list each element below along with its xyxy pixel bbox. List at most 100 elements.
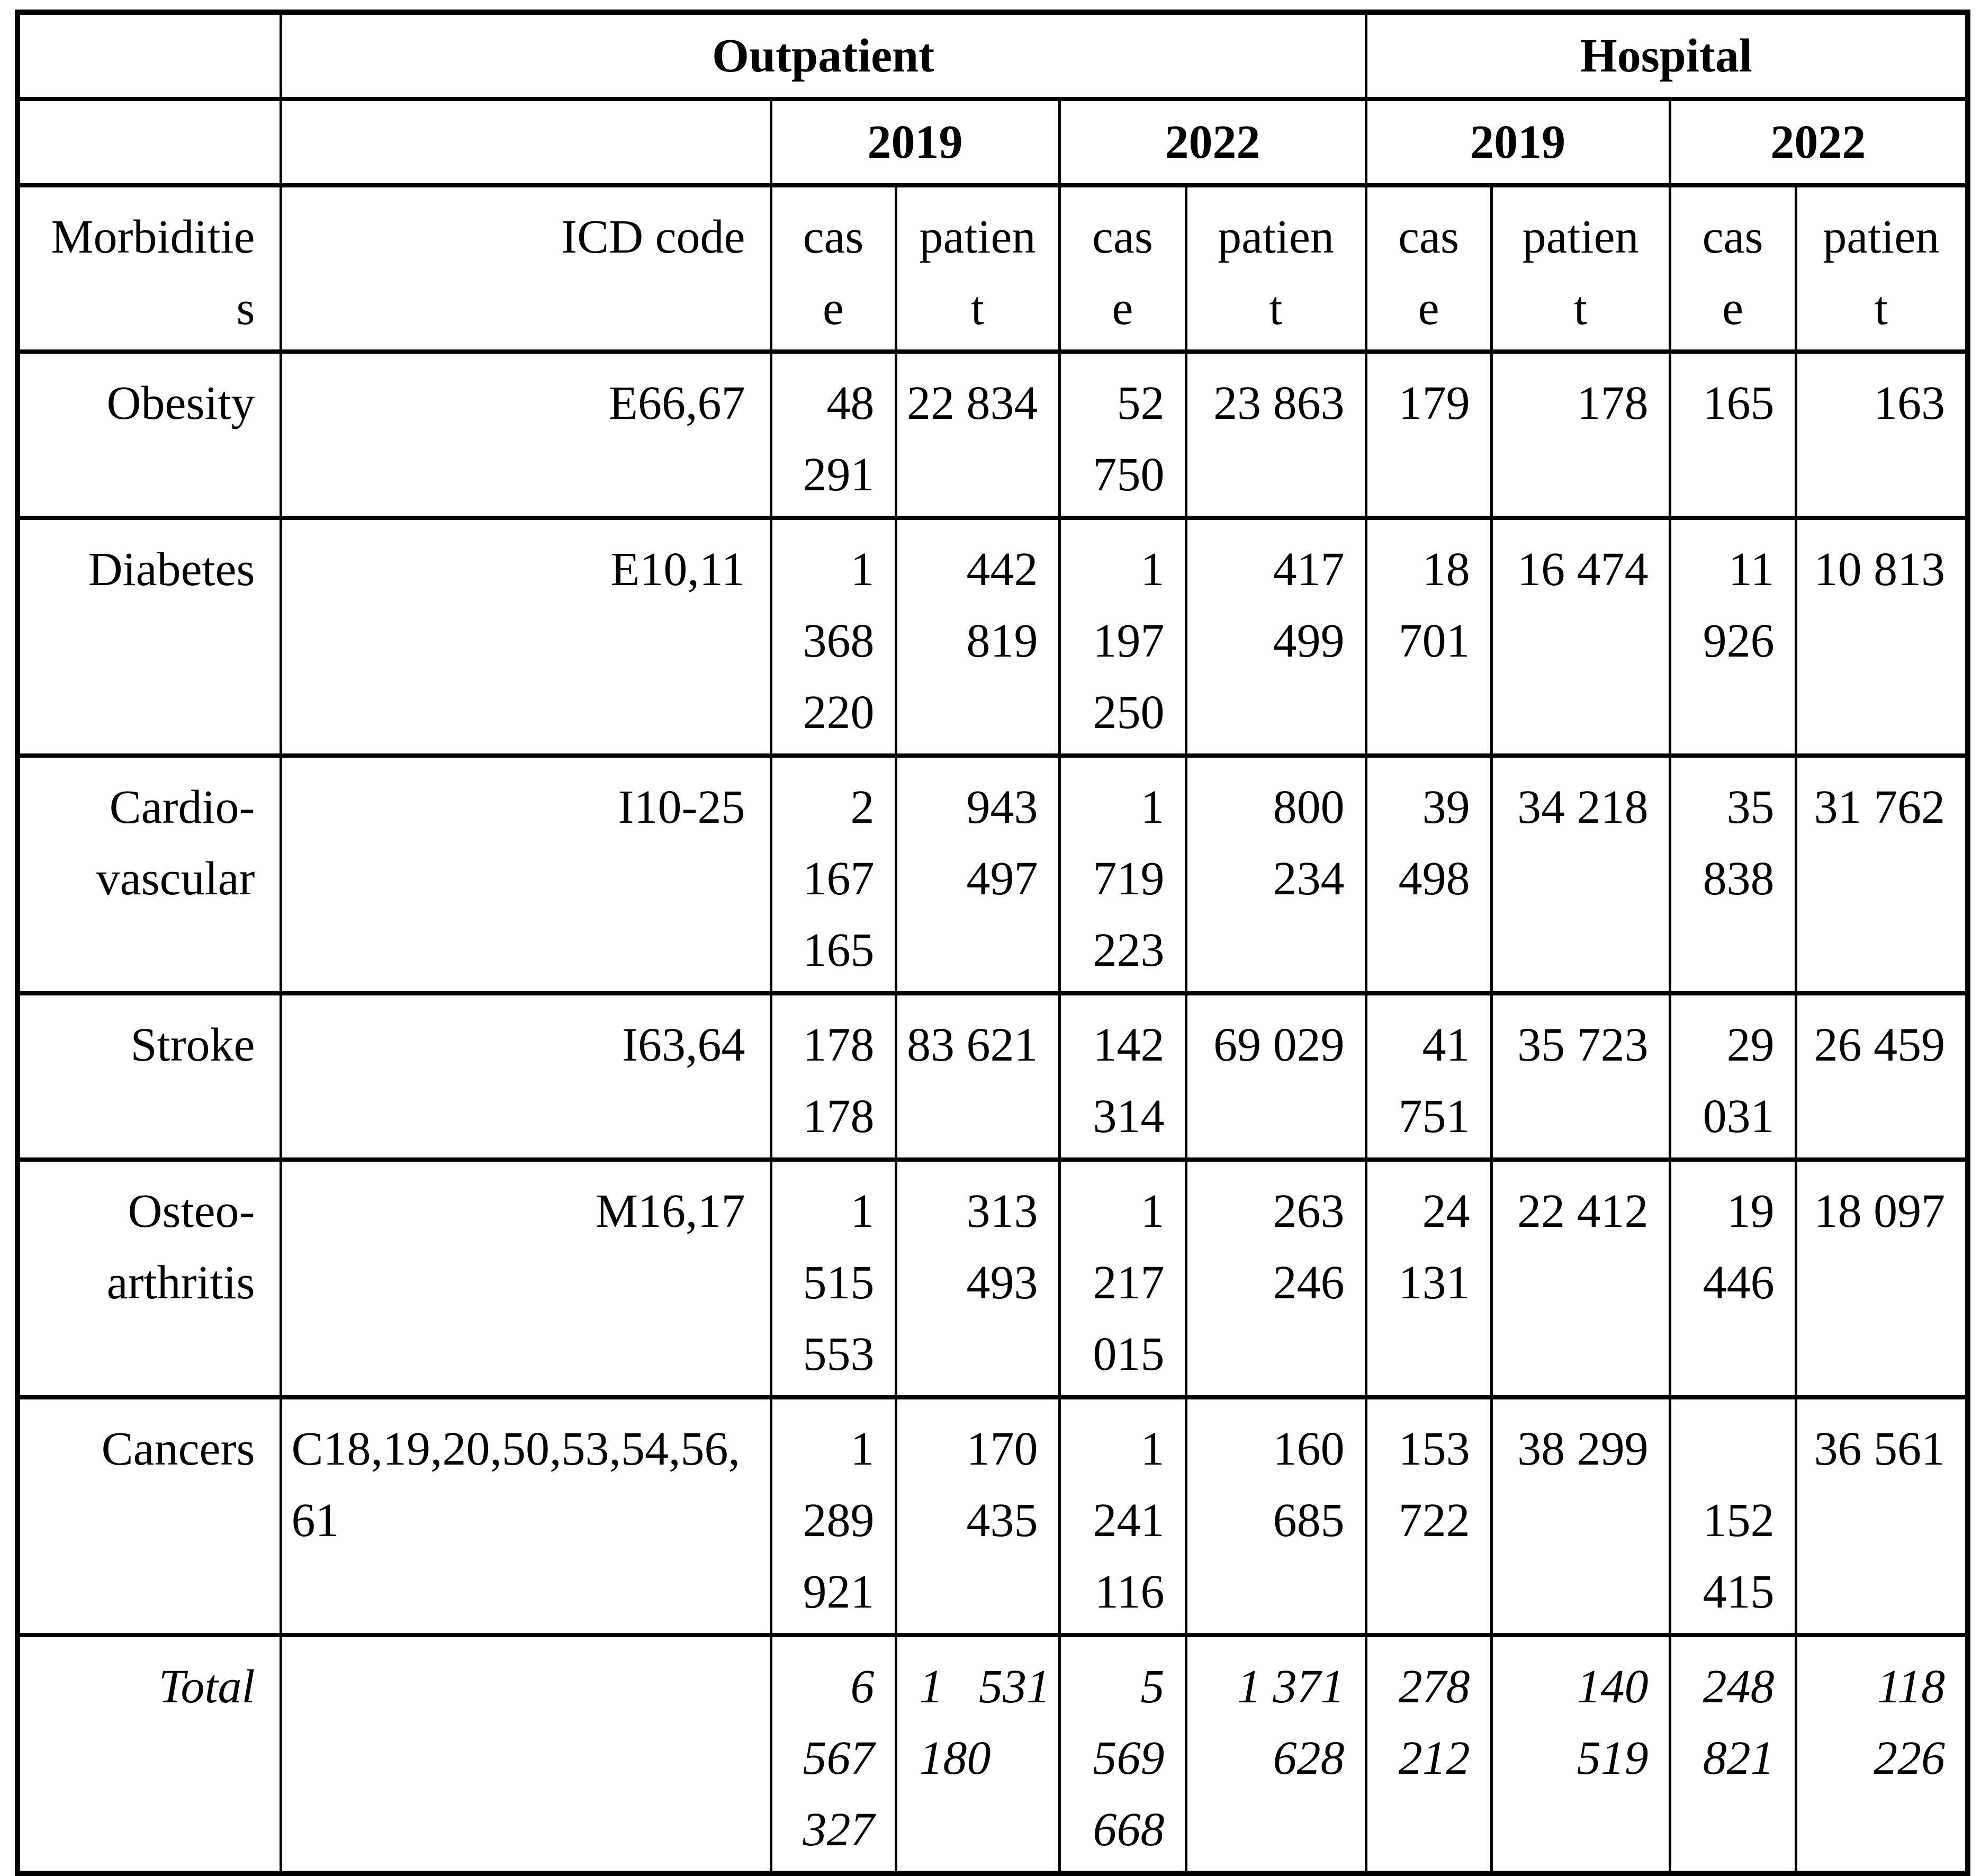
patient-value-cell: 417 499 (1184, 516, 1367, 758)
patient-value-cell: 83 621 (894, 991, 1061, 1162)
morbidity-name-cell: Diabetes (16, 516, 282, 758)
patient-value-cell: 10 813 (1794, 516, 1969, 758)
morbidity-name-cell: Total (16, 1633, 282, 1875)
case-value-cell: 1 217 015 (1058, 1157, 1187, 1399)
patient-value-cell: 163 (1794, 349, 1969, 520)
patient-value-cell: 313 493 (894, 1157, 1061, 1399)
case-value-cell: 1 289 921 (769, 1395, 897, 1637)
case-value-cell: 24 131 (1364, 1157, 1493, 1399)
case-column-header: cas e (1058, 183, 1187, 354)
patient-value-cell: 35 723 (1490, 991, 1671, 1162)
outpatient-2019-header: 2019 (769, 97, 1061, 187)
case-value-cell: 1 241 116 (1058, 1395, 1187, 1637)
patient-value-cell: 943 497 (894, 753, 1061, 995)
case-column-header: cas e (769, 183, 897, 354)
patient-value-cell: 26 459 (1794, 991, 1969, 1162)
case-value-cell: 278 212 (1364, 1633, 1493, 1875)
case-value-cell: 153 722 (1364, 1395, 1493, 1637)
morbidity-name-cell: Cardio- vascular (16, 753, 282, 995)
outpatient-group-header: Outpatient (279, 10, 1367, 101)
case-value-cell: 165 (1668, 349, 1797, 520)
patient-value-cell: 16 474 (1490, 516, 1671, 758)
case-value-cell: 18 701 (1364, 516, 1493, 758)
table-row-stroke: Stroke I63,64 178 178 83 621 142 314 69 … (16, 991, 1969, 1162)
table-row-obesity: Obesity E66,67 48 291 22 834 52 750 23 8… (16, 349, 1969, 520)
patient-value-cell: 140 519 (1490, 1633, 1671, 1875)
case-value-cell: 142 314 (1058, 991, 1187, 1162)
icd-code-cell: E10,11 (279, 516, 772, 758)
patient-value-cell: 69 029 (1184, 991, 1367, 1162)
case-value-cell: 2 167 165 (769, 753, 897, 995)
icd-code-cell: E66,67 (279, 349, 772, 520)
case-column-header: cas e (1364, 183, 1493, 354)
patient-value-cell: 178 (1490, 349, 1671, 520)
hospital-group-header: Hospital (1364, 10, 1969, 101)
case-value-cell: 35 838 (1668, 753, 1797, 995)
patient-value-cell: 442 819 (894, 516, 1061, 758)
year-header-row: 2019 2022 2019 2022 (16, 97, 1969, 187)
morbidity-name-cell: Osteo- arthritis (16, 1157, 282, 1399)
corner-cell-morbidities (16, 97, 282, 187)
corner-cell-icd (279, 97, 772, 187)
patient-column-header: patien t (894, 183, 1061, 354)
hospital-2022-header: 2022 (1668, 97, 1969, 187)
icd-code-cell: I10-25 (279, 753, 772, 995)
patient-value-cell: 22 834 (894, 349, 1061, 520)
outpatient-2022-header: 2022 (1058, 97, 1367, 187)
morbidities-column-header: Morbiditie s (16, 183, 282, 354)
case-column-header: cas e (1668, 183, 1797, 354)
patient-value-cell: 118 226 (1794, 1633, 1969, 1875)
case-value-cell: 48 291 (769, 349, 897, 520)
patient-value-cell: 34 218 (1490, 753, 1671, 995)
case-value-cell: 6 567 327 (769, 1633, 897, 1875)
case-value-cell: 1 197 250 (1058, 516, 1187, 758)
case-value-cell: 52 750 (1058, 349, 1187, 520)
case-value-cell: 1 719 223 (1058, 753, 1187, 995)
case-value-cell: 1 515 553 (769, 1157, 897, 1399)
case-value-cell: 178 178 (769, 991, 897, 1162)
patient-value-cell: 31 762 (1794, 753, 1969, 995)
page: { "table": { "group_headers": { "outpati… (15, 10, 1971, 1876)
case-value-cell: 1 368 220 (769, 516, 897, 758)
morbidity-name-cell: Cancers (16, 1395, 282, 1637)
icd-code-cell: M16,17 (279, 1157, 772, 1399)
group-header-row: Outpatient Hospital (16, 10, 1969, 101)
patient-value-cell: 800 234 (1184, 753, 1367, 995)
icd-code-column-header: ICD code (279, 183, 772, 354)
icd-code-cell (279, 1633, 772, 1875)
patient-column-header: patien t (1490, 183, 1671, 354)
morbidity-name-cell: Obesity (16, 349, 282, 520)
case-value-cell: 11 926 (1668, 516, 1797, 758)
case-value-cell: 39 498 (1364, 753, 1493, 995)
morbidity-name-cell: Stroke (16, 991, 282, 1162)
case-value-cell: 152 415 (1668, 1395, 1797, 1637)
patient-value-cell: 263 246 (1184, 1157, 1367, 1399)
patient-value-cell: 160 685 (1184, 1395, 1367, 1637)
table-row-osteoarthritis: Osteo- arthritis M16,17 1 515 553 313 49… (16, 1157, 1969, 1399)
patient-value-cell: 23 863 (1184, 349, 1367, 520)
column-header-row: Morbiditie s ICD code cas e patien t cas… (16, 183, 1969, 354)
morbidity-table: Outpatient Hospital 2019 2022 2019 2022 … (15, 10, 1971, 1876)
patient-value-cell: 36 561 (1794, 1395, 1969, 1637)
patient-value-cell: 18 097 (1794, 1157, 1969, 1399)
icd-code-cell: I63,64 (279, 991, 772, 1162)
table-row-cardiovascular: Cardio- vascular I10-25 2 167 165 943 49… (16, 753, 1969, 995)
case-value-cell: 248 821 (1668, 1633, 1797, 1875)
table-row-cancers: Cancers C18,19,20,50,53,54,56, 61 1 289 … (16, 1395, 1969, 1637)
case-value-cell: 29 031 (1668, 991, 1797, 1162)
patient-value-cell: 38 299 (1490, 1395, 1671, 1637)
table-row-total: Total 6 567 327 1 531 180 5 569 668 1 37… (16, 1633, 1969, 1875)
case-value-cell: 41 751 (1364, 991, 1493, 1162)
patient-column-header: patien t (1184, 183, 1367, 354)
icd-code-cell: C18,19,20,50,53,54,56, 61 (279, 1395, 772, 1637)
patient-value-cell: 170 435 (894, 1395, 1061, 1637)
case-value-cell: 19 446 (1668, 1157, 1797, 1399)
hospital-2019-header: 2019 (1364, 97, 1671, 187)
patient-column-header: patien t (1794, 183, 1969, 354)
corner-cell (16, 10, 282, 101)
table-row-diabetes: Diabetes E10,11 1 368 220 442 819 1 197 … (16, 516, 1969, 758)
case-value-cell: 5 569 668 (1058, 1633, 1187, 1875)
case-value-cell: 179 (1364, 349, 1493, 520)
patient-value-cell: 22 412 (1490, 1157, 1671, 1399)
patient-value-cell: 1 371 628 (1184, 1633, 1367, 1875)
